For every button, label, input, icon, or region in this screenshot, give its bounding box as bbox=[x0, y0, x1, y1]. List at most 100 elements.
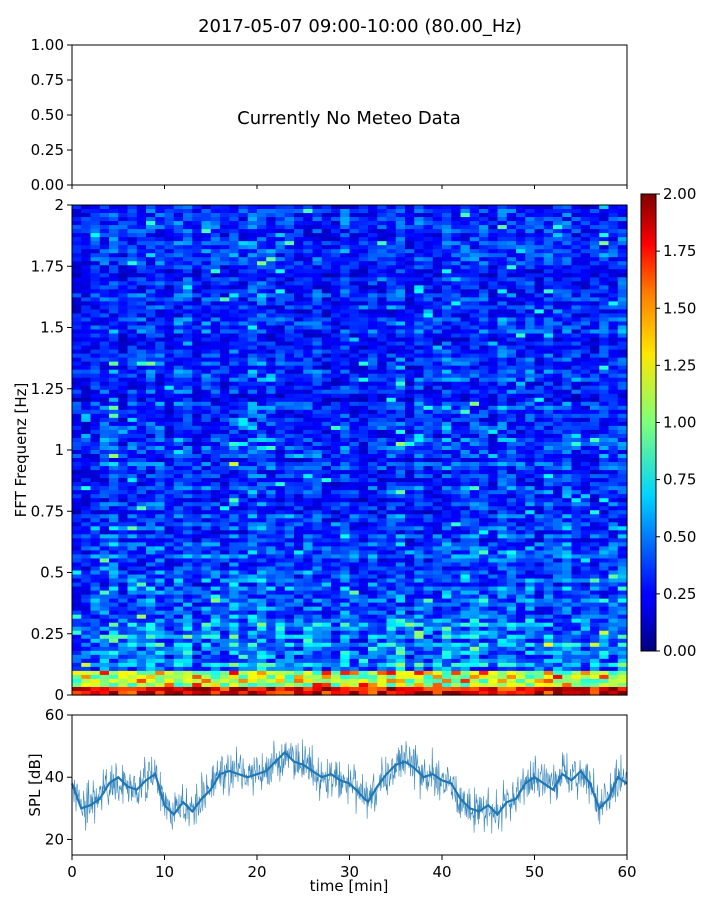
spectrogram-cell bbox=[164, 245, 175, 250]
spectrogram-cell bbox=[395, 253, 406, 258]
spectrogram-cell bbox=[321, 522, 332, 527]
spectrogram-cell bbox=[451, 450, 462, 455]
spectrogram-cell bbox=[331, 482, 341, 487]
spectrogram-cell bbox=[423, 486, 434, 491]
spectrogram-cell bbox=[331, 397, 341, 403]
spectrogram-cell bbox=[358, 357, 369, 363]
spectrogram-cell bbox=[358, 389, 369, 395]
spectrogram-cell bbox=[173, 510, 184, 515]
spectrogram-cell bbox=[238, 490, 249, 495]
spectrogram-cell bbox=[136, 482, 147, 487]
spectrogram-cell bbox=[81, 305, 92, 311]
spectrogram-cell bbox=[331, 526, 341, 531]
spectrogram-cell bbox=[377, 221, 388, 226]
spectrogram-cell bbox=[155, 393, 166, 399]
spectrogram-cell bbox=[377, 494, 388, 499]
spectrogram-cell bbox=[479, 261, 489, 266]
spectrogram-cell bbox=[580, 450, 591, 455]
spectrogram-cell bbox=[210, 353, 221, 359]
spectrogram-cell bbox=[617, 281, 628, 286]
spectrogram-cell bbox=[506, 518, 517, 523]
spectrogram-cell bbox=[516, 277, 526, 282]
spectrogram-cell bbox=[183, 373, 193, 379]
spectrogram-cell bbox=[405, 297, 415, 302]
spectrogram-cell bbox=[294, 401, 304, 407]
spectrogram-cell bbox=[275, 349, 286, 355]
spectrogram-cell bbox=[331, 309, 341, 315]
spectrogram-cell bbox=[229, 437, 240, 443]
spectrogram-cell bbox=[386, 397, 397, 403]
spectrogram-cell bbox=[127, 329, 138, 335]
spectrogram-cell bbox=[340, 462, 351, 467]
spectrogram-cell bbox=[136, 341, 147, 347]
spectrogram-cell bbox=[294, 514, 304, 519]
spectrogram-cell bbox=[488, 269, 499, 274]
spectrogram-cell bbox=[238, 518, 249, 523]
spectrogram-cell bbox=[377, 349, 388, 355]
spectrogram-cell bbox=[386, 285, 397, 290]
spectrogram-cell bbox=[395, 229, 406, 234]
spectrogram-cell bbox=[451, 277, 462, 282]
spectrogram-cell bbox=[386, 518, 397, 523]
spectrogram-cell bbox=[210, 470, 221, 475]
spectrogram-cell bbox=[229, 470, 240, 475]
spectrogram-cell bbox=[294, 317, 304, 323]
spectrogram-cell bbox=[294, 301, 304, 307]
spectrogram-cell bbox=[173, 297, 184, 302]
spectrogram-cell bbox=[118, 249, 129, 254]
spectrogram-cell bbox=[229, 265, 240, 270]
spectrogram-cell bbox=[136, 261, 147, 266]
spectrogram-cell bbox=[497, 297, 508, 302]
spectrogram-cell bbox=[201, 445, 212, 451]
spectrogram-cell bbox=[173, 353, 184, 359]
spectrogram-cell bbox=[99, 209, 110, 214]
spectrogram-cell bbox=[136, 353, 147, 359]
spectrogram-cell bbox=[275, 425, 286, 431]
spectrogram-cell bbox=[395, 393, 406, 399]
spectrogram-cell bbox=[423, 341, 434, 347]
spectrogram-cell bbox=[479, 381, 489, 387]
spectrogram-cell bbox=[395, 409, 406, 415]
spectrogram-cell bbox=[525, 401, 536, 407]
spectrogram-cell bbox=[543, 409, 554, 415]
spectrogram-cell bbox=[368, 329, 378, 335]
spectrogram-cell bbox=[525, 325, 536, 331]
spectrogram-cell bbox=[247, 209, 258, 214]
spectrogram-cell bbox=[72, 397, 82, 403]
spectrogram-cell bbox=[543, 281, 554, 286]
spectrogram-cell bbox=[321, 253, 332, 258]
spectrogram-cell bbox=[321, 397, 332, 403]
spectrogram-cell bbox=[580, 425, 591, 431]
spectrogram-cell bbox=[284, 458, 295, 463]
spectrogram-cell bbox=[414, 269, 425, 274]
spectrogram-cell bbox=[451, 293, 462, 298]
spectrogram-cell bbox=[238, 486, 249, 491]
spectrogram-cell bbox=[580, 474, 591, 479]
spectrogram-cell bbox=[571, 257, 582, 262]
spectrogram-cell bbox=[358, 530, 369, 535]
spectrogram-cell bbox=[405, 337, 415, 343]
spectrogram-cell bbox=[590, 345, 600, 351]
spectrogram-cell bbox=[460, 393, 471, 399]
spectrogram-cell bbox=[479, 257, 489, 262]
spectrogram-cell bbox=[136, 293, 147, 298]
spectrogram-cell bbox=[534, 353, 545, 359]
spectrogram-cell bbox=[90, 530, 101, 535]
spectrogram-cell bbox=[405, 205, 415, 210]
spectrogram-cell bbox=[590, 393, 600, 399]
spectrogram-cell bbox=[266, 490, 277, 495]
spectrogram-cell bbox=[72, 289, 82, 294]
spectrogram-cell bbox=[599, 329, 610, 335]
spectrogram-cell bbox=[617, 321, 628, 327]
spectrogram-cell bbox=[266, 245, 277, 250]
spectrogram-cell bbox=[571, 510, 582, 515]
spectrogram-cell bbox=[109, 409, 119, 415]
spectrogram-cell bbox=[608, 482, 619, 487]
spectrogram-cell bbox=[321, 510, 332, 515]
spectrogram-cell bbox=[451, 273, 462, 278]
spectrogram-cell bbox=[451, 253, 462, 258]
spectrogram-cell bbox=[312, 502, 323, 507]
spectrogram-cell bbox=[321, 269, 332, 274]
spectrogram-cell bbox=[516, 269, 526, 274]
spectrogram-cell bbox=[516, 285, 526, 290]
